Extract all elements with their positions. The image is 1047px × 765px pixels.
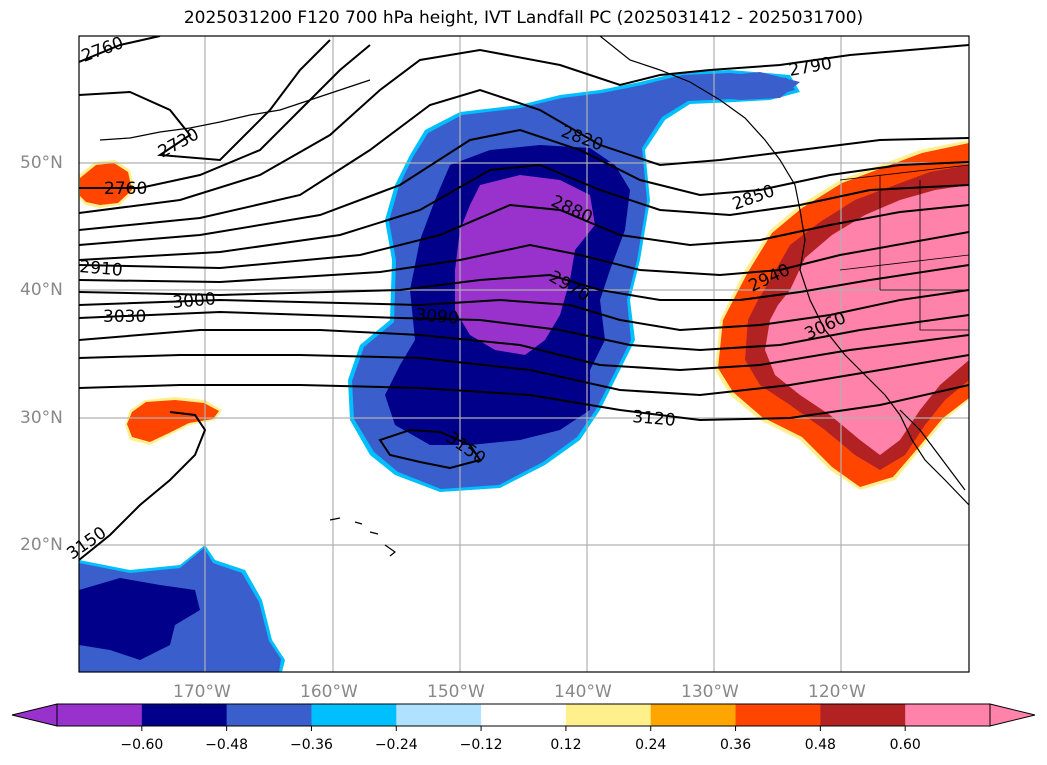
contour-2880 (79, 163, 969, 261)
contour-3090 (79, 354, 969, 397)
lon-label-130w: 130°W (681, 682, 739, 702)
colorbar-bin (481, 704, 567, 726)
colorbar (11, 703, 1036, 731)
colorbar-extend-max (989, 703, 1036, 727)
lat-label-30n: 30°N (20, 408, 63, 428)
lon-label-120w: 120°W (808, 682, 866, 702)
coastlines (99, 36, 969, 557)
colorbar-bin (141, 704, 228, 726)
colorbar-bin (57, 704, 143, 726)
lon-label-170w: 170°W (173, 682, 231, 702)
colorbar-tick-label: −0.36 (290, 737, 333, 753)
negative-blob-purple (455, 175, 595, 355)
contour-label: 3030 (103, 307, 146, 327)
lat-label-20n: 20°N (20, 535, 63, 555)
colorbar-tick-label: 0.24 (635, 737, 667, 753)
contour-3150 (378, 428, 482, 470)
contour-label: 3090 (415, 305, 460, 329)
colorbar-tick-label: −0.48 (205, 737, 249, 753)
contour-2850 (79, 128, 969, 246)
baja-california (899, 409, 966, 491)
contour-3060 (79, 329, 969, 372)
contour-2910 (79, 203, 969, 270)
contour-2790 (79, 44, 969, 214)
contour-2820 (79, 88, 969, 231)
colorbar-bin (396, 704, 482, 726)
contour-label: 3120 (632, 407, 677, 431)
west-coast-usa (799, 209, 969, 506)
contour-3030 (79, 310, 969, 352)
colorbar-extend-min (11, 703, 58, 727)
contour-2730 (79, 39, 331, 162)
contour-label: 2910 (79, 257, 124, 281)
colorbar-tick-label: 0.12 (550, 737, 582, 753)
alaska-coast (599, 36, 801, 211)
colorbar-bin (565, 704, 652, 726)
lat-label-40n: 40°N (20, 280, 63, 300)
colorbar-tick-label: 0.48 (804, 737, 836, 753)
contour-3120 (79, 384, 969, 422)
negative-blob-southwest-navy (79, 578, 200, 660)
lon-label-140w: 140°W (554, 682, 612, 702)
contour-3150-south (79, 411, 207, 561)
contour-2970 (79, 264, 969, 301)
positive-blob-westcoast-small-inner (80, 163, 132, 205)
colorbar-bin (650, 704, 737, 726)
colorbar-bin (905, 704, 991, 726)
colorbar-bin (311, 704, 397, 726)
colorbar-tick-label: −0.60 (120, 737, 164, 753)
height-contours (79, 36, 969, 561)
contour-2940 (79, 231, 969, 284)
colorbar-tick-label: 0.36 (719, 737, 752, 753)
lat-label-50n: 50°N (20, 153, 63, 173)
state-borders (839, 164, 969, 331)
colorbar-border (56, 703, 991, 727)
ivt-pc-fill (79, 70, 969, 672)
colorbar-bin (226, 704, 312, 726)
negative-patch-north (700, 72, 800, 100)
contour-2760-a (79, 36, 161, 63)
contour-label: 2760 (104, 179, 147, 199)
contour-3000 (79, 289, 969, 332)
colorbar-tick-label: −0.24 (374, 737, 418, 753)
aleutian-islands (99, 79, 371, 141)
colorbar-bin (820, 704, 906, 726)
lon-label-150w: 150°W (427, 682, 485, 702)
colorbar-tick-label: 0.60 (889, 737, 921, 753)
positive-blob-pink (765, 185, 969, 455)
map-frame (78, 35, 970, 673)
positive-blob-central-small-inner (127, 400, 219, 442)
map-title: 2025031200 F120 700 hPa height, IVT Land… (183, 8, 864, 28)
colorbar-tick-label: −0.12 (459, 737, 503, 753)
lon-label-160w: 160°W (300, 682, 358, 702)
contour-label: 3000 (172, 289, 217, 313)
hawaii (329, 517, 397, 557)
contour-2760-b (79, 44, 371, 189)
colorbar-bin (735, 704, 821, 726)
